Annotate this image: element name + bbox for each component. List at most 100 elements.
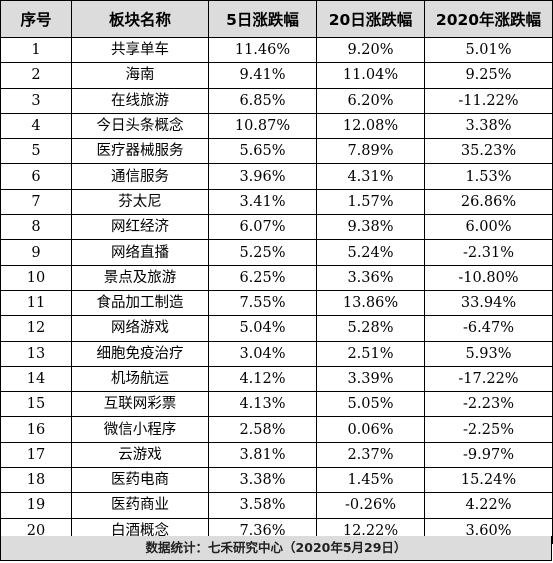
cell-5day-change: 3.38% xyxy=(208,467,317,494)
table-row: 10 景点及旅游 6.25% 3.36% -10.80% xyxy=(0,264,553,291)
table-row: 5 医疗器械服务 5.65% 7.89% 35.23% xyxy=(0,138,553,165)
data-source-footer: 数据统计：七禾研究中心（2020年5月29日） xyxy=(0,536,552,561)
cell-20day-change: 6.20% xyxy=(316,87,425,114)
cell-ytd-change: 3.38% xyxy=(424,112,553,140)
cell-5day-change: 3.96% xyxy=(208,163,317,190)
cell-5day-change: 5.25% xyxy=(208,239,317,266)
cell-ytd-change: 33.94% xyxy=(424,289,553,317)
cell-sector-name: 网红经济 xyxy=(71,214,209,241)
cell-ytd-change: -6.47% xyxy=(424,315,553,342)
cell-ytd-change: 5.01% xyxy=(424,36,553,64)
cell-sector-name: 海南 xyxy=(71,62,209,89)
cell-sector-name: 芬太尼 xyxy=(71,188,209,216)
cell-5day-change: 3.04% xyxy=(208,340,317,367)
table-row: 16 微信小程序 2.58% 0.06% -2.25% xyxy=(0,416,553,443)
cell-5day-change: 4.13% xyxy=(208,391,317,418)
cell-rank: 9 xyxy=(0,239,72,266)
cell-rank: 8 xyxy=(0,214,72,241)
table-row: 9 网络直播 5.25% 5.24% -2.31% xyxy=(0,239,553,266)
cell-rank: 11 xyxy=(0,289,72,317)
cell-5day-change: 3.81% xyxy=(208,441,317,469)
table-row: 18 医药电商 3.38% 1.45% 15.24% xyxy=(0,467,553,494)
cell-sector-name: 医药商业 xyxy=(71,492,209,519)
cell-20day-change: 7.89% xyxy=(316,138,425,165)
cell-5day-change: 5.65% xyxy=(208,138,317,165)
sector-performance-table: 序号 板块名称 5日涨跌幅 20日涨跌幅 2020年涨跌幅 1 共享单车 11.46… xyxy=(0,0,553,544)
cell-sector-name: 共享单车 xyxy=(71,36,209,64)
cell-sector-name: 微信小程序 xyxy=(71,416,209,443)
cell-sector-name: 云游戏 xyxy=(71,441,209,469)
table-row: 6 通信服务 3.96% 4.31% 1.53% xyxy=(0,163,553,190)
table-row: 17 云游戏 3.81% 2.37% -9.97% xyxy=(0,441,553,469)
cell-5day-change: 6.85% xyxy=(208,87,317,114)
cell-sector-name: 医药电商 xyxy=(71,467,209,494)
cell-20day-change: 3.39% xyxy=(316,365,425,393)
cell-sector-name: 互联网彩票 xyxy=(71,391,209,418)
cell-ytd-change: -10.80% xyxy=(424,264,553,291)
table-row: 4 今日头条概念 10.87% 12.08% 3.38% xyxy=(0,112,553,140)
cell-20day-change: 11.04% xyxy=(316,62,425,89)
cell-sector-name: 网络游戏 xyxy=(71,315,209,342)
table-row: 15 互联网彩票 4.13% 5.05% -2.23% xyxy=(0,391,553,418)
cell-sector-name: 今日头条概念 xyxy=(71,112,209,140)
cell-5day-change: 11.46% xyxy=(208,36,317,64)
cell-20day-change: 1.45% xyxy=(316,467,425,494)
cell-ytd-change: 6.00% xyxy=(424,214,553,241)
cell-20day-change: 2.37% xyxy=(316,441,425,469)
cell-20day-change: 12.08% xyxy=(316,112,425,140)
cell-rank: 17 xyxy=(0,441,72,469)
cell-sector-name: 通信服务 xyxy=(71,163,209,190)
cell-sector-name: 网络直播 xyxy=(71,239,209,266)
cell-ytd-change: 4.22% xyxy=(424,492,553,519)
cell-rank: 6 xyxy=(0,163,72,190)
cell-20day-change: 5.24% xyxy=(316,239,425,266)
table-row: 3 在线旅游 6.85% 6.20% -11.22% xyxy=(0,87,553,114)
cell-5day-change: 6.25% xyxy=(208,264,317,291)
cell-20day-change: 9.20% xyxy=(316,36,425,64)
cell-ytd-change: 35.23% xyxy=(424,138,553,165)
cell-rank: 1 xyxy=(0,36,72,64)
table-row: 2 海南 9.41% 11.04% 9.25% xyxy=(0,62,553,89)
table-row: 11 食品加工制造 7.55% 13.86% 33.94% xyxy=(0,289,553,317)
cell-sector-name: 在线旅游 xyxy=(71,87,209,114)
cell-ytd-change: 1.53% xyxy=(424,163,553,190)
cell-ytd-change: 26.86% xyxy=(424,188,553,216)
cell-rank: 12 xyxy=(0,315,72,342)
cell-rank: 3 xyxy=(0,87,72,114)
cell-20day-change: 13.86% xyxy=(316,289,425,317)
header-20day-change: 20日涨跌幅 xyxy=(316,0,425,38)
cell-rank: 10 xyxy=(0,264,72,291)
cell-5day-change: 6.07% xyxy=(208,214,317,241)
table-row: 12 网络游戏 5.04% 5.28% -6.47% xyxy=(0,315,553,342)
header-rank: 序号 xyxy=(0,0,72,38)
cell-5day-change: 5.04% xyxy=(208,315,317,342)
cell-20day-change: 5.05% xyxy=(316,391,425,418)
cell-20day-change: 4.31% xyxy=(316,163,425,190)
header-5day-change: 5日涨跌幅 xyxy=(208,0,317,38)
table-row: 14 机场航运 4.12% 3.39% -17.22% xyxy=(0,365,553,393)
table-row: 7 芬太尼 3.41% 1.57% 26.86% xyxy=(0,188,553,216)
table-header: 序号 板块名称 5日涨跌幅 20日涨跌幅 2020年涨跌幅 xyxy=(0,0,553,38)
cell-5day-change: 9.41% xyxy=(208,62,317,89)
cell-rank: 16 xyxy=(0,416,72,443)
cell-sector-name: 机场航运 xyxy=(71,365,209,393)
cell-5day-change: 2.58% xyxy=(208,416,317,443)
table-row: 13 细胞免疫治疗 3.04% 2.51% 5.93% xyxy=(0,340,553,367)
header-sector-name: 板块名称 xyxy=(71,0,209,38)
cell-20day-change: 9.38% xyxy=(316,214,425,241)
cell-20day-change: 2.51% xyxy=(316,340,425,367)
header-ytd-change: 2020年涨跌幅 xyxy=(424,0,553,38)
cell-ytd-change: -9.97% xyxy=(424,441,553,469)
cell-rank: 2 xyxy=(0,62,72,89)
header-row: 序号 板块名称 5日涨跌幅 20日涨跌幅 2020年涨跌幅 xyxy=(0,0,553,38)
cell-rank: 14 xyxy=(0,365,72,393)
cell-rank: 13 xyxy=(0,340,72,367)
cell-sector-name: 医疗器械服务 xyxy=(71,138,209,165)
cell-20day-change: 5.28% xyxy=(316,315,425,342)
table-row: 8 网红经济 6.07% 9.38% 6.00% xyxy=(0,214,553,241)
table-body: 1 共享单车 11.46% 9.20% 5.01% 2 海南 9.41% 11.04% 9.25%… xyxy=(0,36,553,544)
cell-rank: 5 xyxy=(0,138,72,165)
cell-20day-change: 3.36% xyxy=(316,264,425,291)
cell-ytd-change: -2.23% xyxy=(424,391,553,418)
cell-ytd-change: 5.93% xyxy=(424,340,553,367)
